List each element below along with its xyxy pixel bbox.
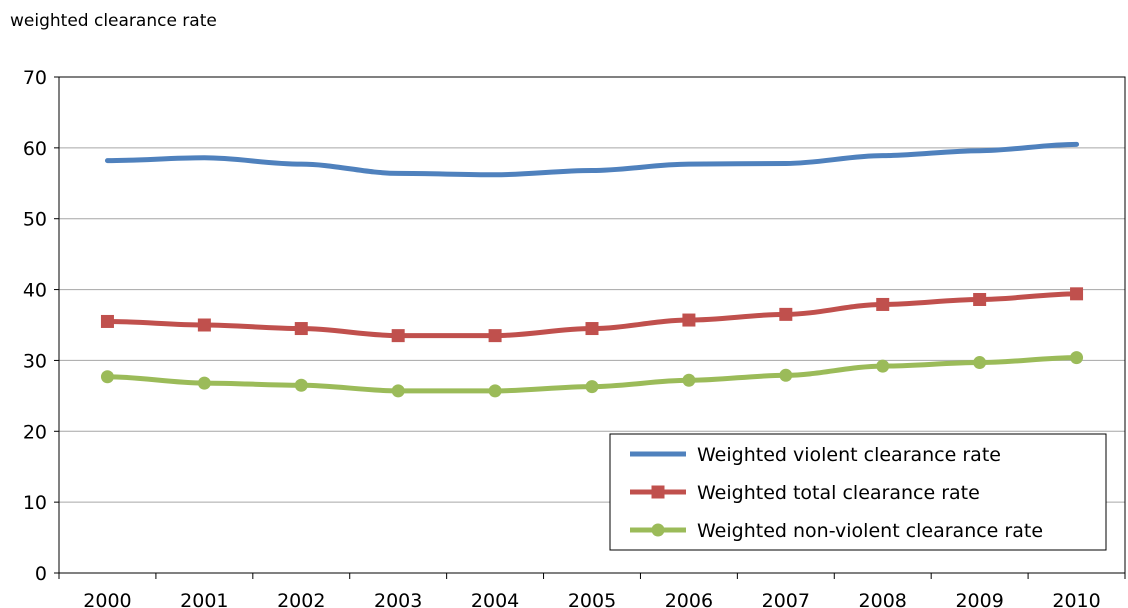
data-point <box>876 297 890 311</box>
x-tick-label: 2005 <box>568 590 616 608</box>
data-point <box>488 384 502 398</box>
data-point <box>779 307 793 321</box>
y-tick-label: 30 <box>23 350 47 372</box>
series-2 <box>100 287 1084 343</box>
legend-label: Weighted non-violent clearance rate <box>697 520 1043 542</box>
x-tick-label: 2006 <box>665 590 713 608</box>
legend-label: Weighted total clearance rate <box>697 482 980 504</box>
data-point <box>100 370 114 384</box>
data-point <box>197 318 211 332</box>
x-tick-label: 2004 <box>471 590 519 608</box>
y-tick-label: 10 <box>23 492 47 514</box>
data-point <box>391 329 405 343</box>
plot-area <box>58 76 1126 574</box>
legend-marker <box>651 485 665 499</box>
legend-item: Weighted total clearance rate <box>630 482 980 504</box>
legend-item: Weighted non-violent clearance rate <box>630 520 1043 542</box>
data-point <box>488 329 502 343</box>
data-point <box>973 292 987 306</box>
data-point <box>973 356 987 370</box>
x-tick-label: 2001 <box>180 590 228 608</box>
data-point <box>876 359 890 373</box>
legend-label: Weighted violent clearance rate <box>697 444 1001 466</box>
data-point <box>391 384 405 398</box>
series-line <box>104 141 1080 178</box>
legend-marker <box>651 523 665 537</box>
data-point <box>585 380 599 394</box>
x-tick-label: 2010 <box>1052 590 1100 608</box>
y-tick-label: 50 <box>23 209 47 231</box>
x-tick-label: 2007 <box>762 590 810 608</box>
x-tick-label: 2002 <box>277 590 325 608</box>
data-point <box>779 368 793 382</box>
y-tick-label: 70 <box>23 67 47 89</box>
y-tick-label: 20 <box>23 421 47 443</box>
data-point <box>1070 287 1084 301</box>
x-tick-label: 2009 <box>955 590 1003 608</box>
data-point <box>100 314 114 328</box>
data-point <box>1070 351 1084 365</box>
legend-item: Weighted violent clearance rate <box>630 444 1001 466</box>
y-axis-label: weighted clearance rate <box>10 11 217 31</box>
data-point <box>294 322 308 336</box>
legend: Weighted violent clearance rate Weighted … <box>609 433 1107 551</box>
data-point <box>682 373 696 387</box>
data-point <box>585 322 599 336</box>
data-point <box>197 376 211 390</box>
x-tick-label: 2008 <box>859 590 907 608</box>
y-tick-label: 40 <box>23 280 47 302</box>
data-point <box>294 378 308 392</box>
x-tick-label: 2003 <box>374 590 422 608</box>
data-point <box>682 313 696 327</box>
legend-box <box>609 433 1107 551</box>
series-3 <box>100 351 1084 398</box>
y-tick-label: 60 <box>23 138 47 160</box>
y-tick-label: 0 <box>35 563 47 585</box>
series-1 <box>104 141 1080 178</box>
axes: 0 10 20 30 40 50 60 70 2000 2001 2002 2003 2004 2005 2… <box>23 67 1126 608</box>
x-tick-label: 2000 <box>83 590 131 608</box>
series-group <box>100 141 1084 398</box>
